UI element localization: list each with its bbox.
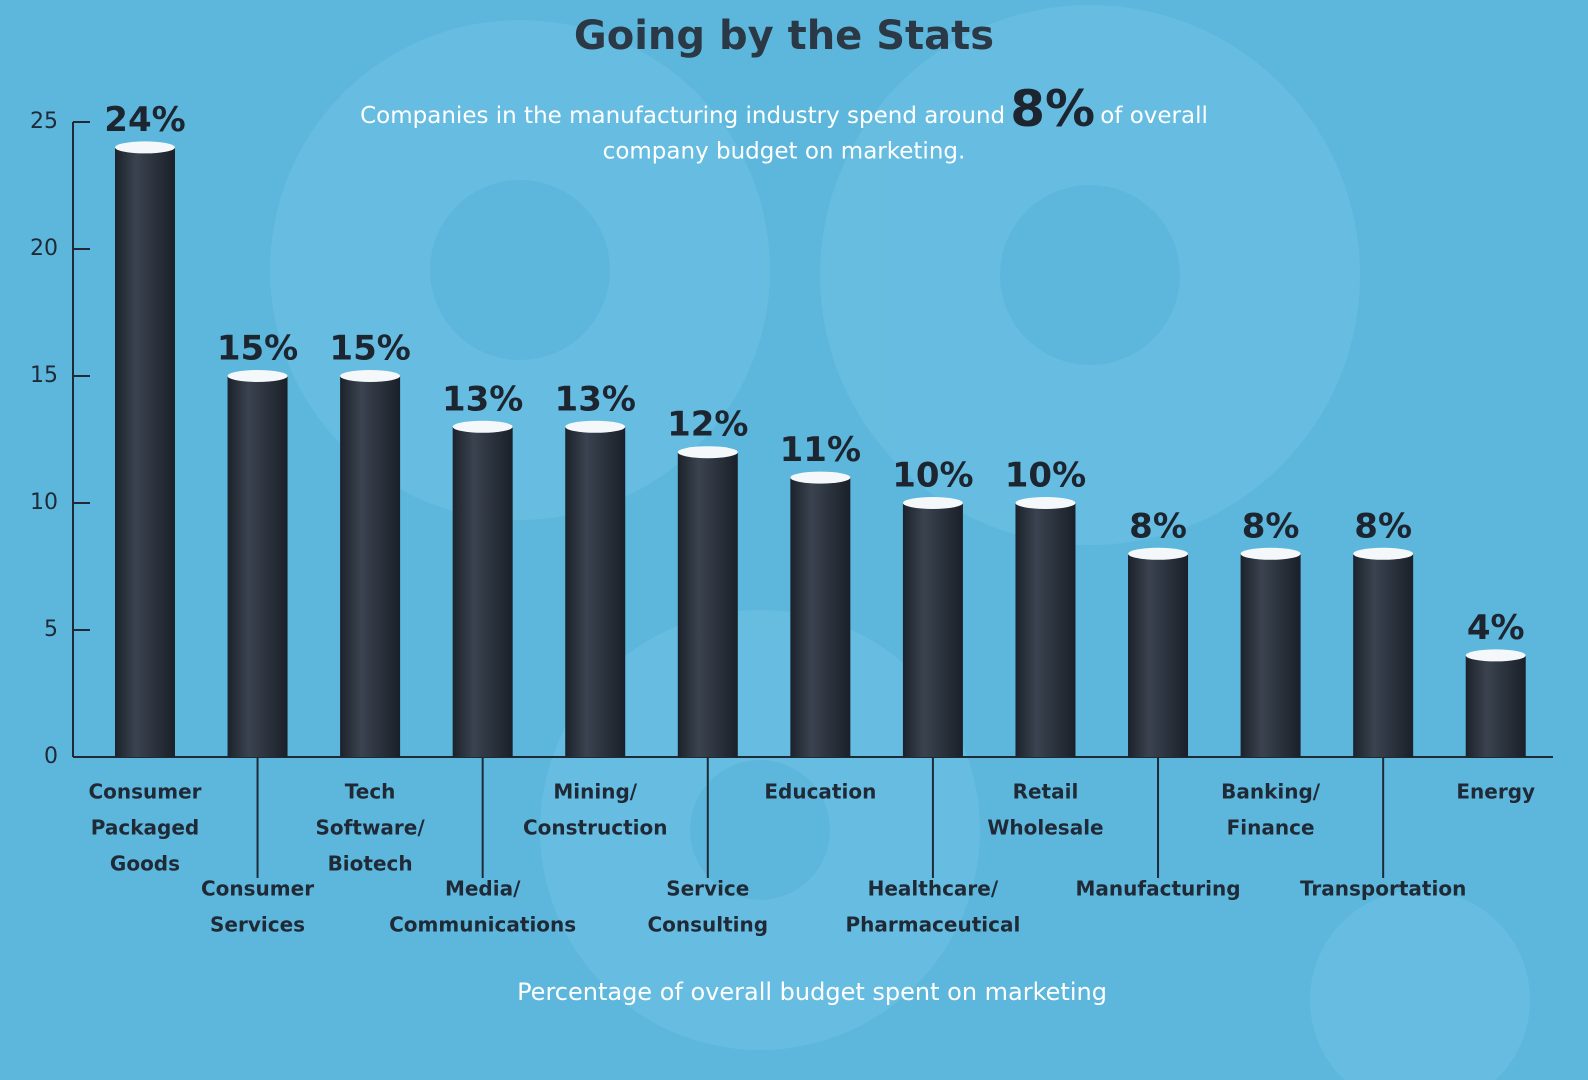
x-tick-label: Construction: [523, 816, 667, 840]
y-tick-label: 10: [30, 490, 58, 515]
value-label: 8%: [1129, 506, 1187, 546]
x-tick-label: Services: [210, 913, 305, 937]
bar: [677, 452, 738, 757]
subtitle-highlight: 8%: [1010, 80, 1095, 138]
bar-cap: [565, 420, 626, 433]
bar: [790, 477, 851, 757]
y-tick-label: 25: [30, 109, 58, 134]
value-label: 24%: [104, 100, 185, 140]
x-tick-label: Goods: [110, 852, 180, 876]
bar-cap: [1015, 497, 1076, 509]
x-tick-label: Tech: [345, 780, 396, 804]
x-tick-label: Transportation: [1300, 877, 1466, 901]
y-tick-label: 20: [30, 236, 58, 261]
x-tick-label: Wholesale: [987, 816, 1103, 840]
x-tick-label: Finance: [1227, 816, 1315, 840]
x-tick-label: Healthcare/: [868, 877, 999, 901]
bar: [565, 426, 626, 757]
y-tick-label: 5: [44, 617, 58, 642]
bar: [902, 503, 963, 757]
y-tick-label: 15: [30, 363, 58, 388]
background-gear-holes: [430, 180, 1180, 900]
x-tick-label: Media/: [445, 877, 521, 901]
bar: [1128, 553, 1189, 757]
x-tick-label: Consumer: [88, 780, 201, 804]
bar-cap: [1128, 547, 1189, 560]
bar: [452, 426, 513, 757]
bar: [340, 376, 401, 757]
bar-cap: [677, 446, 738, 459]
value-label: 12%: [667, 405, 748, 445]
x-tick-label: Packaged: [91, 816, 199, 840]
x-tick-label: Energy: [1456, 780, 1535, 804]
x-tick-label: Consumer: [201, 877, 314, 901]
bar: [1015, 503, 1076, 757]
x-tick-label: Manufacturing: [1076, 877, 1241, 901]
bar-cap: [790, 471, 851, 484]
value-label: 13%: [555, 379, 636, 419]
x-tick-label: Banking/: [1221, 780, 1321, 804]
x-tick-label: Pharmaceutical: [845, 913, 1020, 937]
x-tick-label: Consulting: [647, 913, 768, 937]
bar-cap: [227, 370, 288, 382]
subtitle-text: Companies in the manufacturing industry …: [360, 103, 1005, 129]
bar: [1240, 553, 1301, 757]
value-label: 8%: [1242, 506, 1300, 546]
bar-cap: [1353, 547, 1414, 560]
value-label: 4%: [1467, 608, 1525, 648]
bar-cap: [114, 141, 175, 154]
bar-cap: [1240, 547, 1301, 560]
bar: [227, 376, 288, 757]
value-label: 8%: [1354, 506, 1412, 546]
value-label: 11%: [780, 430, 861, 470]
x-tick-label: Software/: [316, 816, 426, 840]
x-tick-label: Service: [666, 877, 749, 901]
chart-title: Going by the Stats: [574, 13, 994, 59]
x-tick-label: Mining/: [553, 780, 637, 804]
bar: [1465, 655, 1526, 757]
bar-cap: [452, 420, 513, 433]
bar: [114, 147, 175, 757]
bar-cap: [340, 370, 401, 382]
x-tick-label: Biotech: [328, 852, 413, 876]
value-label: 10%: [892, 456, 973, 496]
subtitle-text: of overall: [1100, 103, 1208, 129]
bar-cap: [1465, 649, 1526, 662]
subtitle-text: company budget on marketing.: [603, 139, 966, 165]
bar-cap: [902, 497, 963, 509]
x-tick-label: Communications: [389, 913, 576, 937]
subtitle-line: Companies in the manufacturing industry …: [360, 80, 1208, 138]
value-label: 13%: [442, 379, 523, 419]
value-label: 15%: [329, 329, 410, 369]
bar: [1353, 553, 1414, 757]
x-tick-label: Retail: [1013, 780, 1079, 804]
x-axis-label: Percentage of overall budget spent on ma…: [517, 978, 1107, 1006]
value-label: 15%: [217, 329, 298, 369]
y-tick-label: 0: [44, 744, 58, 769]
value-label: 10%: [1005, 456, 1086, 496]
x-tick-label: Education: [764, 780, 876, 804]
